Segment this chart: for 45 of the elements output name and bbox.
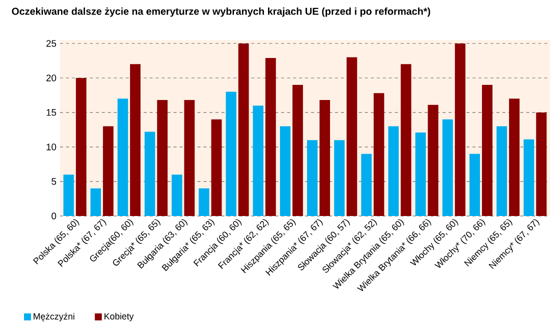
bar <box>238 43 249 216</box>
bar <box>496 126 508 216</box>
bar <box>130 64 141 216</box>
bar <box>524 139 534 216</box>
chart-title: Oczekiwane dalsze życie na emeryturze w wybranych krajach UE (przed i po reformach*) <box>12 8 430 17</box>
bar <box>252 106 264 216</box>
bar <box>184 100 195 216</box>
y-tick-label: 5 <box>52 178 56 185</box>
bar <box>509 98 520 216</box>
bar <box>415 132 426 216</box>
bar <box>211 119 222 216</box>
bar <box>90 188 101 216</box>
bar <box>76 78 86 216</box>
bar <box>346 57 358 216</box>
bar <box>482 84 492 216</box>
bar <box>469 154 480 216</box>
bar <box>292 84 303 216</box>
bar <box>265 58 276 216</box>
bar <box>374 93 384 216</box>
bar <box>198 188 210 216</box>
y-tick-label: 10 <box>46 144 56 150</box>
bar <box>428 104 438 216</box>
legend-label: Mężczyźni <box>34 312 74 322</box>
legend-label: Kobiety <box>104 312 134 322</box>
y-tick-label: 15 <box>46 109 56 116</box>
bar <box>307 140 318 216</box>
bar <box>157 100 168 216</box>
bar <box>172 174 182 216</box>
bar <box>388 126 399 216</box>
y-tick-label: 25 <box>46 40 56 47</box>
bar <box>102 126 114 216</box>
bar <box>320 100 330 216</box>
bar <box>334 140 345 216</box>
bar <box>63 174 74 216</box>
y-tick-label: 0 <box>52 212 56 220</box>
bar <box>361 154 372 216</box>
y-tick-label: 20 <box>46 74 56 82</box>
bar <box>226 92 236 216</box>
bar <box>442 119 453 216</box>
bar <box>400 64 412 216</box>
bar <box>536 112 547 216</box>
bar <box>280 126 290 216</box>
bar <box>144 132 156 216</box>
bar <box>454 43 466 216</box>
bar <box>118 98 128 216</box>
